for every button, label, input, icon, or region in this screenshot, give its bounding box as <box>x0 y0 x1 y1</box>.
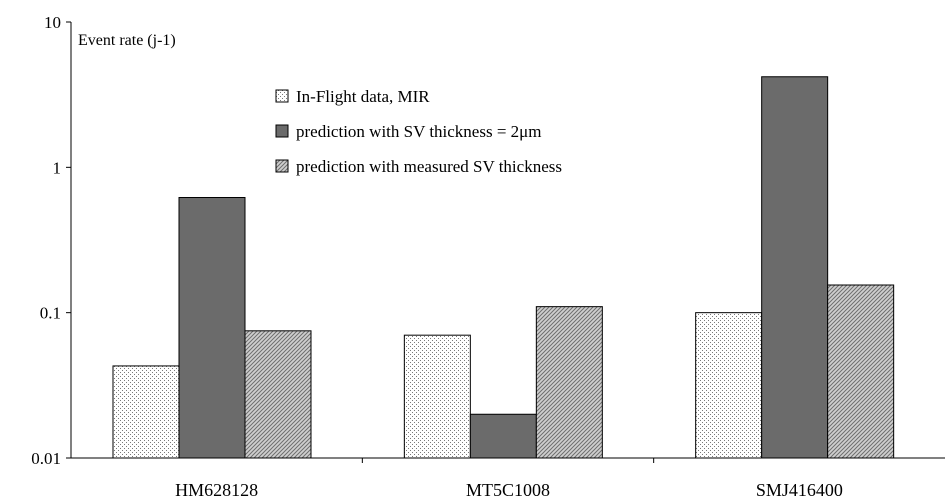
legend-swatch <box>275 159 289 173</box>
bar <box>403 334 471 459</box>
bar <box>112 365 180 459</box>
legend-label: In-Flight data, MIR <box>296 87 430 106</box>
bar <box>469 413 537 459</box>
legend-swatch <box>275 89 289 103</box>
legend-label: prediction with measured SV thickness <box>296 157 562 176</box>
bar <box>761 76 829 459</box>
legend-swatch <box>275 124 289 138</box>
bars <box>112 76 895 459</box>
bar <box>244 330 312 459</box>
bar <box>535 306 603 459</box>
category-label: HM628128 <box>175 480 258 500</box>
y-ticks: 10 1 0.1 0.01 <box>31 13 71 468</box>
category-labels: HM628128 MT5C1008 SMJ416400 <box>175 458 843 500</box>
category-label: MT5C1008 <box>466 480 550 500</box>
bar <box>695 312 763 459</box>
y-axis-label: Event rate (j-1) <box>78 32 176 49</box>
y-tick-label: 1 <box>53 158 62 177</box>
bar <box>178 197 246 459</box>
y-tick-label: 0.01 <box>31 449 61 468</box>
legend-label: prediction with SV thickness = 2μm <box>296 122 542 141</box>
y-tick-label: 0.1 <box>40 304 61 323</box>
bar <box>827 284 895 459</box>
legend: In-Flight data, MIR prediction with SV th… <box>275 87 562 176</box>
category-label: SMJ416400 <box>756 480 843 500</box>
y-tick-label: 10 <box>44 13 61 32</box>
